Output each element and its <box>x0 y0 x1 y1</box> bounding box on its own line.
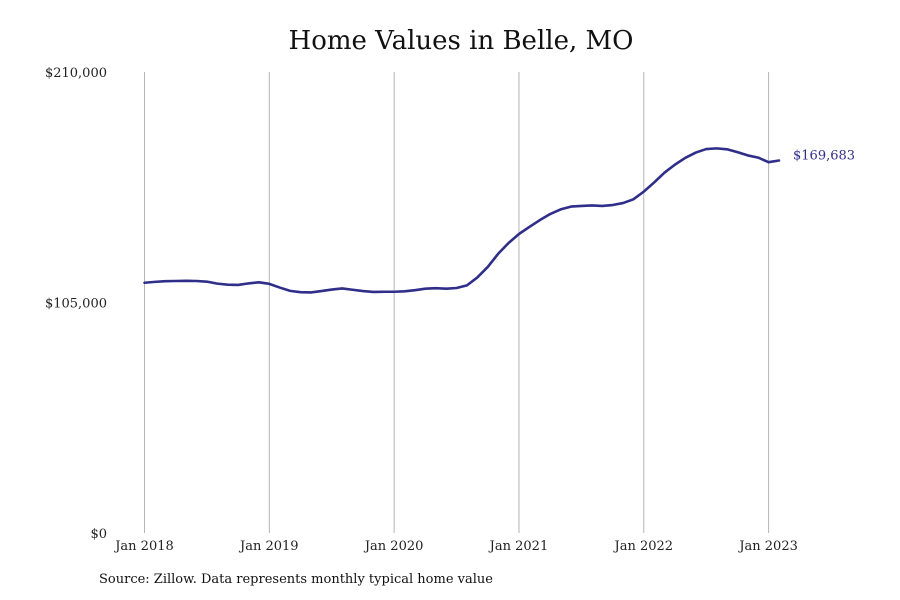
latest-value-label: $169,683 <box>793 149 855 164</box>
x-tick-label: Jan 2021 <box>488 539 549 554</box>
x-tick-label: Jan 2023 <box>737 539 798 554</box>
chart-title: Home Values in Belle, MO <box>288 26 634 56</box>
x-tick-label: Jan 2019 <box>238 539 299 554</box>
x-tick-label: Jan 2022 <box>612 539 673 554</box>
x-tick-label: Jan 2020 <box>363 539 424 554</box>
x-tick-label: Jan 2018 <box>113 539 174 554</box>
y-tick-label: $105,000 <box>45 297 107 312</box>
y-axis-ticks: $0 $105,000 $210,000 <box>45 66 107 542</box>
x-axis-ticks: Jan 2018 Jan 2019 Jan 2020 Jan 2021 Jan 2022… <box>113 539 798 554</box>
y-tick-label: $210,000 <box>45 66 107 81</box>
y-tick-label: $0 <box>90 527 107 542</box>
home-value-line <box>143 147 781 294</box>
source-note: Source: Zillow. Data represents monthly … <box>99 572 493 587</box>
gridlines <box>144 72 770 533</box>
